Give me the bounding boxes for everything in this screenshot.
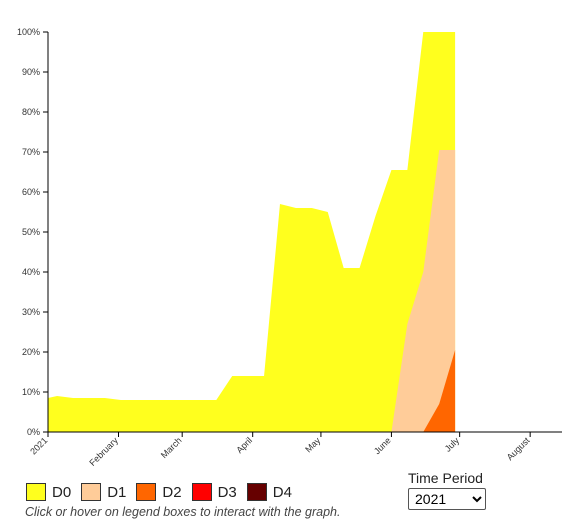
legend-item-d3[interactable]: D3 bbox=[191, 483, 237, 501]
x-tick-label: July bbox=[443, 435, 462, 454]
legend-swatch-d1[interactable] bbox=[81, 483, 102, 501]
drought-area-chart: 0% 10% 20% 30% 40% 50% 60% 70% 80% 90% 100% 2021 Feb… bbox=[17, 27, 562, 468]
x-tick-label: February bbox=[87, 435, 120, 468]
y-tick-label: 40% bbox=[22, 267, 40, 277]
legend-label-d1: D1 bbox=[107, 483, 127, 501]
y-tick-label: 60% bbox=[22, 187, 40, 197]
y-tick-label: 0% bbox=[27, 427, 40, 437]
x-tick-label: 2021 bbox=[28, 435, 49, 456]
legend-swatch-d3[interactable] bbox=[191, 483, 212, 501]
legend-label-d3: D3 bbox=[217, 483, 237, 501]
series-area-d0[interactable] bbox=[48, 32, 456, 432]
legend-label-d0: D0 bbox=[52, 483, 72, 501]
y-tick-label: 70% bbox=[22, 147, 40, 157]
series-area-d1[interactable] bbox=[391, 150, 456, 432]
legend-hint: Click or hover on legend boxes to intera… bbox=[25, 505, 341, 519]
legend-swatch-d2[interactable] bbox=[136, 483, 157, 501]
x-tick-label: August bbox=[505, 435, 532, 462]
time-period-select[interactable]: 2021 bbox=[408, 488, 486, 510]
legend-item-d1[interactable]: D1 bbox=[81, 483, 126, 501]
time-period-control: Time Period 2021 bbox=[408, 470, 486, 510]
legend-label-d2: D2 bbox=[162, 483, 182, 501]
y-tick-label: 80% bbox=[22, 107, 40, 117]
time-period-label: Time Period bbox=[408, 470, 483, 486]
y-tick-label: 20% bbox=[22, 347, 40, 357]
y-tick-label: 100% bbox=[17, 27, 40, 37]
legend-item-d2[interactable]: D2 bbox=[136, 483, 182, 501]
legend-item-d4[interactable]: D4 bbox=[246, 483, 292, 501]
legend-label-d4: D4 bbox=[272, 483, 292, 501]
series-area-d2[interactable] bbox=[423, 350, 456, 432]
x-tick-label: May bbox=[303, 435, 322, 454]
y-tick-label: 90% bbox=[22, 67, 40, 77]
legend-swatch-d4[interactable] bbox=[246, 483, 267, 501]
legend-item-d0[interactable]: D0 bbox=[26, 483, 71, 501]
y-tick-label: 10% bbox=[22, 387, 40, 397]
legend: D0 D1 D2 D3 D4 bbox=[26, 483, 292, 501]
y-tick-label: 30% bbox=[22, 307, 40, 317]
x-tick-label: June bbox=[372, 435, 393, 456]
legend-swatch-d0[interactable] bbox=[26, 483, 46, 501]
y-tick-label: 50% bbox=[22, 227, 40, 237]
x-tick-label: April bbox=[234, 435, 254, 455]
x-tick-label: March bbox=[159, 435, 184, 460]
